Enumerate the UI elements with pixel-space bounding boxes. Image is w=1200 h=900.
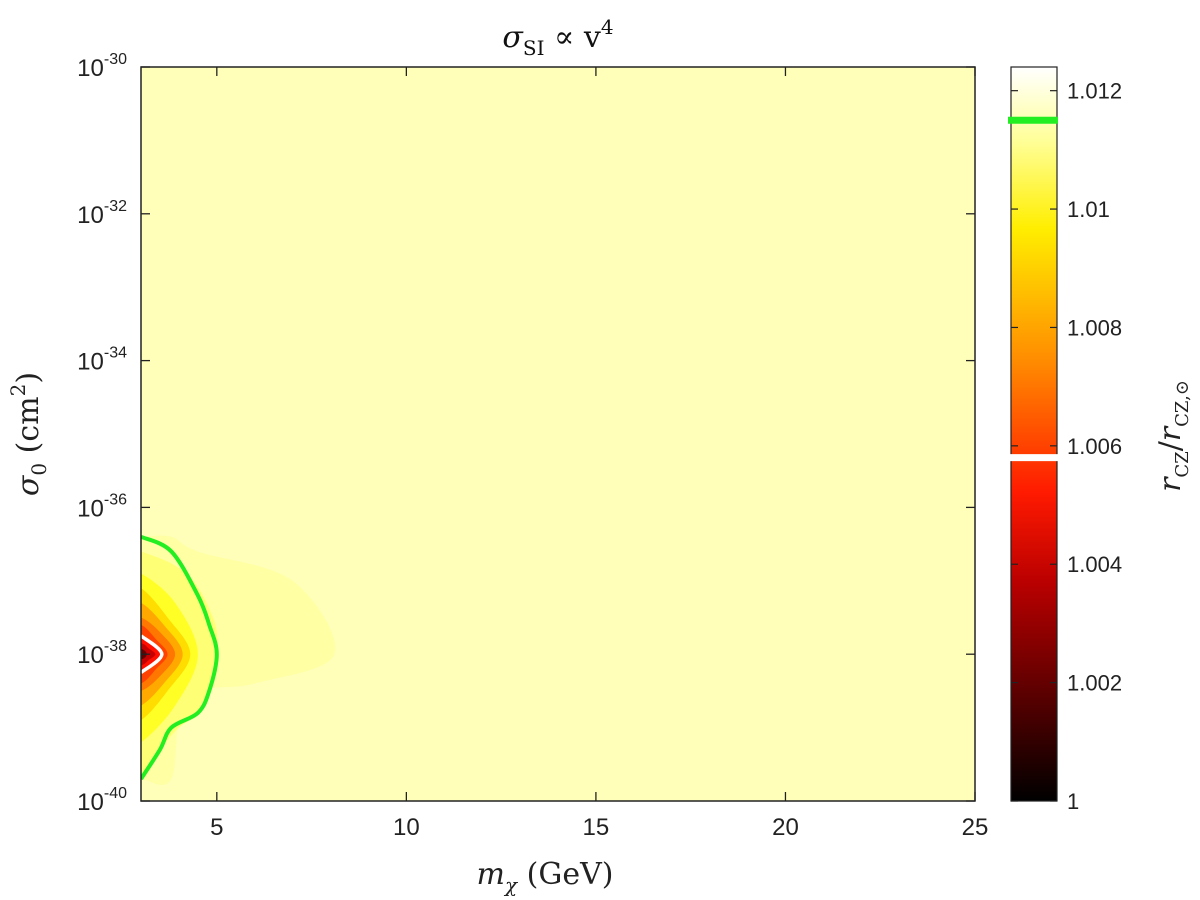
colorbar: 1 1.002 1.004 1.006 1.008 1.01 1.012 (1008, 66, 1122, 814)
y-tick-label: 10-40 (77, 785, 127, 816)
chart-title: σSI ∝ v4 (502, 15, 613, 60)
colorbar-tick-label: 1.008 (1067, 315, 1122, 340)
colorbar-tick-label: 1 (1067, 789, 1079, 814)
colorbar-tick-label: 1.002 (1067, 671, 1122, 696)
plot-area: 5 10 15 20 25 10-30 10-32 10-34 10-36 10-38 10-40 (77, 51, 988, 841)
y-tick-label: 10-36 (77, 491, 127, 522)
x-tick-label: 20 (772, 814, 799, 841)
y-ticks: 10-30 10-32 10-34 10-36 10-38 10-40 (77, 51, 975, 816)
colorbar-markers (1008, 116, 1058, 462)
x-ticks: 5 10 15 20 25 (210, 67, 988, 841)
y-axis-label: σ0 (cm2) (6, 372, 51, 496)
colorbar-tick-label: 1.006 (1067, 434, 1122, 459)
contour-lines (141, 534, 219, 781)
colorbar-tick-label: 1.004 (1067, 552, 1122, 577)
x-tick-label: 5 (210, 814, 223, 841)
colorbar-tick-label: 1.01 (1067, 197, 1110, 222)
contour-line-1 (141, 634, 164, 674)
x-tick-label: 15 (583, 814, 610, 841)
y-tick-label: 10-34 (77, 345, 127, 376)
colorbar-ticks: 1 1.002 1.004 1.006 1.008 1.01 1.012 (1011, 79, 1122, 814)
plot-frame (140, 66, 976, 802)
y-tick-label: 10-38 (77, 638, 127, 669)
colorbar-gradient (1010, 66, 1058, 802)
plot-background (141, 67, 975, 801)
contour-line-0 (141, 534, 219, 781)
y-tick-label: 10-32 (77, 198, 127, 229)
x-tick-label: 25 (962, 814, 989, 841)
x-axis-label: mχ (GeV) (477, 857, 614, 897)
y-tick-label: 10-30 (77, 51, 127, 82)
colorbar-tick-label: 1.012 (1067, 79, 1122, 104)
x-tick-label: 10 (393, 814, 420, 841)
colorbar-label: rCZ/rCZ,⊙ (1153, 380, 1193, 492)
